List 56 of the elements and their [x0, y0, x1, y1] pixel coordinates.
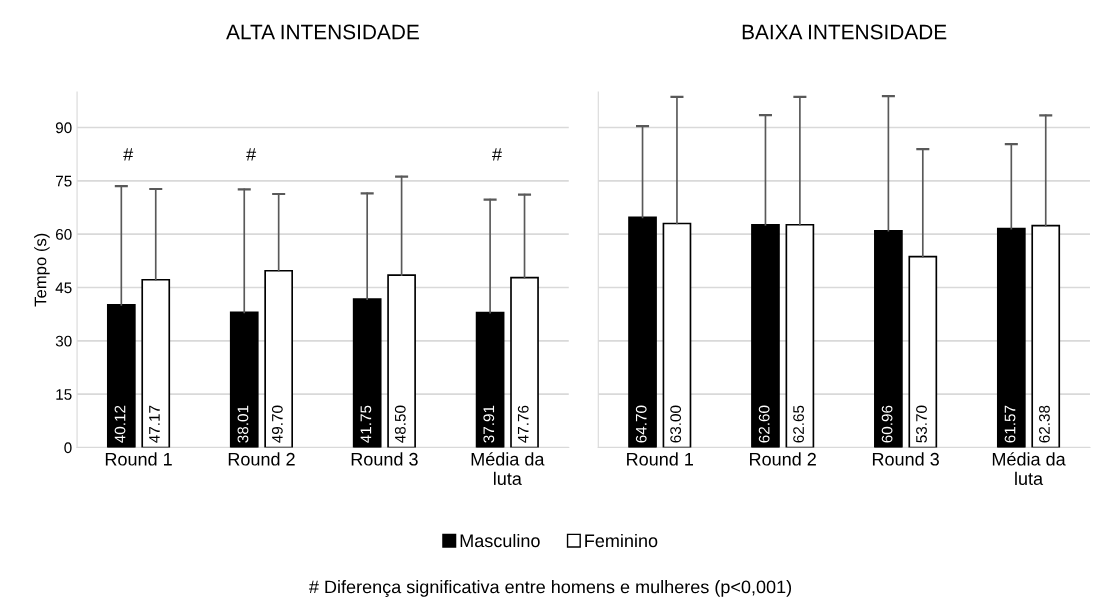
annotation: # — [492, 148, 502, 161]
chart-title: BAIXA INTENSIDADE — [742, 24, 947, 40]
data-label: 47.17 — [149, 405, 160, 443]
bar — [106, 304, 136, 448]
y-tick-label: 75 — [56, 175, 72, 187]
data-label: 64.70 — [635, 405, 647, 443]
bar — [141, 278, 171, 448]
bar — [874, 229, 903, 448]
bar — [352, 298, 382, 448]
bar — [1031, 224, 1061, 448]
x-tick-label: Round 2 — [750, 452, 816, 466]
bar — [785, 223, 815, 448]
data-label: 41.75 — [360, 405, 372, 443]
x-tick-label: Round 1 — [627, 452, 693, 466]
bar — [908, 255, 938, 448]
x-tick-label: Round 1 — [105, 452, 172, 466]
data-label: 62.65 — [793, 405, 804, 443]
y-axis-title: Tempo (s) — [34, 233, 50, 307]
data-label: 62.38 — [1039, 405, 1050, 443]
y-tick-label: 90 — [55, 122, 72, 134]
data-label: 37.91 — [483, 405, 495, 443]
bar — [628, 216, 657, 448]
x-tick-label: Round 2 — [228, 452, 295, 466]
bar — [264, 269, 294, 448]
data-label: 49.70 — [271, 405, 283, 443]
bar — [387, 274, 416, 448]
annotation: # — [123, 148, 134, 161]
text: # Diferença significativa entre homens e mulheres (p<0,001) — [308, 580, 792, 597]
x-tick-label: Média da luta — [992, 452, 1066, 486]
bar — [510, 276, 539, 448]
bar — [229, 311, 259, 448]
bar — [751, 224, 780, 448]
y-tick-label: 60 — [55, 229, 72, 240]
data-label: 62.60 — [758, 405, 770, 443]
y-tick-label: 45 — [55, 282, 72, 294]
y-tick-label: 0 — [64, 442, 72, 454]
data-label: 63.00 — [670, 405, 682, 443]
bar — [475, 311, 505, 448]
bar — [996, 227, 1026, 448]
legend-label: Feminino — [585, 533, 658, 548]
x-tick-label: Round 3 — [872, 452, 939, 466]
bar — [662, 222, 692, 448]
data-label: 38.01 — [237, 405, 249, 443]
annotation: # — [246, 148, 257, 161]
x-tick-label: Média da luta — [471, 452, 545, 486]
y-tick-label: 30 — [55, 335, 72, 347]
data-label: 53.70 — [916, 405, 927, 443]
data-label: 61.57 — [1004, 405, 1016, 443]
chart-title: ALTA INTENSIDADE — [226, 24, 419, 40]
x-tick-label: Round 3 — [351, 452, 418, 466]
y-tick-label: 15 — [56, 389, 72, 400]
data-label: 40.12 — [114, 405, 126, 443]
data-label: 47.76 — [517, 405, 529, 443]
data-label: 60.96 — [881, 405, 893, 443]
legend-label: Masculino — [460, 533, 540, 548]
data-label: 48.50 — [394, 405, 406, 443]
